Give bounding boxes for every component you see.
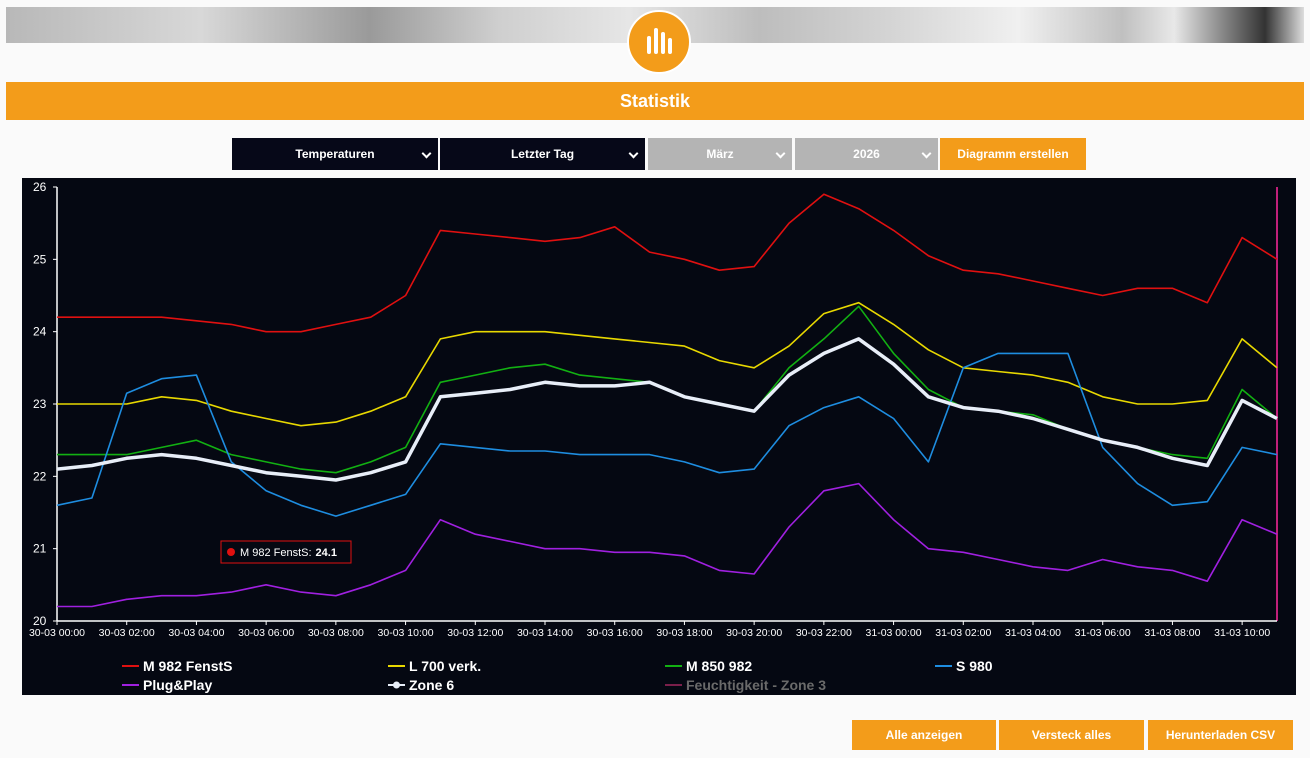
x-tick-label: 30-03 10:00: [378, 627, 434, 639]
chart-background: [22, 178, 1296, 695]
tooltip-value: 24.1: [316, 547, 337, 559]
x-tick-label: 31-03 06:00: [1075, 627, 1131, 639]
legend-item[interactable]: Feuchtigkeit - Zone 3: [665, 677, 826, 693]
tooltip-dot: [227, 548, 235, 556]
legend-label: L 700 verk.: [409, 658, 481, 674]
y-tick-label: 20: [33, 614, 47, 628]
y-tick-label: 26: [33, 180, 47, 194]
x-tick-label: 30-03 18:00: [656, 627, 712, 639]
tooltip: M 982 FenstS: 24.1: [240, 547, 337, 559]
x-tick-label: 30-03 14:00: [517, 627, 573, 639]
x-tick-label: 31-03 10:00: [1214, 627, 1270, 639]
legend-label: Plug&Play: [143, 677, 212, 693]
x-tick-label: 30-03 20:00: [726, 627, 782, 639]
page: Statistik Temperaturen Letzter Tag März …: [0, 0, 1310, 758]
x-tick-label: 31-03 00:00: [866, 627, 922, 639]
legend-marker: [393, 682, 400, 689]
x-tick-label: 31-03 04:00: [1005, 627, 1061, 639]
x-tick-label: 30-03 16:00: [587, 627, 643, 639]
legend-label: Feuchtigkeit - Zone 3: [686, 677, 826, 693]
legend-label: M 850 982: [686, 658, 752, 674]
legend-label: M 982 FenstS: [143, 658, 232, 674]
hide-all-button[interactable]: Versteck alles: [999, 720, 1144, 750]
x-tick-label: 30-03 06:00: [238, 627, 294, 639]
download-button[interactable]: Herunterladen CSV: [1148, 720, 1293, 750]
x-tick-label: 30-03 04:00: [168, 627, 224, 639]
chart: 20 21 22 23 24 25 26 30-03 00:00 30-03 02:00 30-0…: [0, 0, 1310, 758]
x-tick-label: 31-03 08:00: [1144, 627, 1200, 639]
x-tick-label: 30-03 02:00: [99, 627, 155, 639]
legend-label: Zone 6: [409, 677, 454, 693]
x-tick-label: 30-03 00:00: [29, 627, 85, 639]
tooltip-label: M 982 FenstS:: [240, 547, 312, 559]
legend-label: S 980: [956, 658, 993, 674]
y-tick-label: 22: [33, 469, 47, 483]
x-tick-label: 30-03 12:00: [447, 627, 503, 639]
x-tick-label: 30-03 08:00: [308, 627, 364, 639]
y-tick-label: 25: [33, 252, 47, 266]
x-tick-label: 30-03 22:00: [796, 627, 852, 639]
y-tick-label: 24: [33, 325, 47, 339]
y-tick-label: 21: [33, 542, 47, 556]
x-tick-label: 31-03 02:00: [935, 627, 991, 639]
y-tick-label: 23: [33, 397, 47, 411]
show-all-button[interactable]: Alle anzeigen: [852, 720, 996, 750]
